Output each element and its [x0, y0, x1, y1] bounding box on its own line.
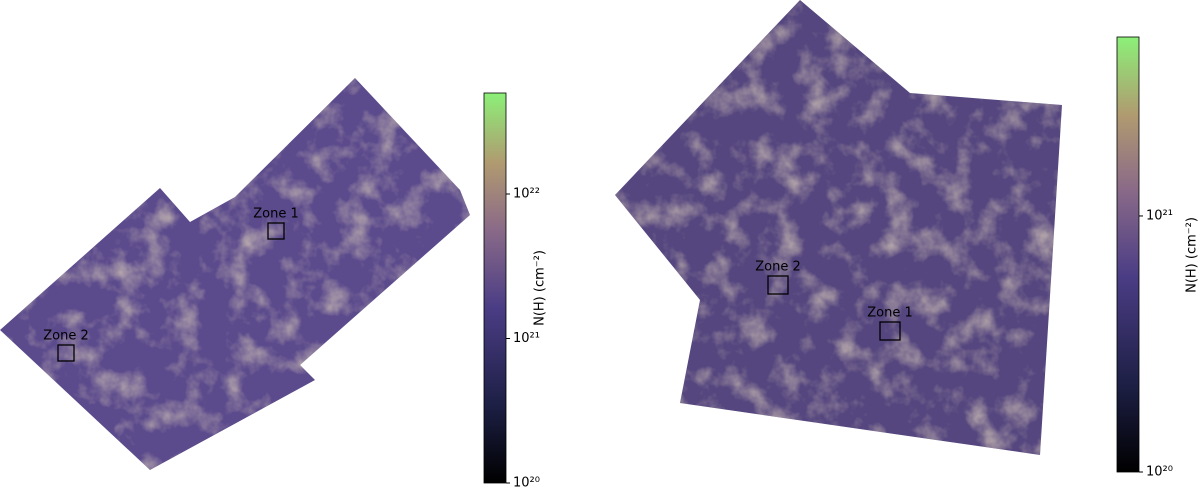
colorbar-label: N(H) (cm⁻²) [533, 250, 548, 326]
map-left [0, 78, 470, 470]
zone-box [767, 275, 789, 295]
colorbar-label: N(H) (cm⁻²) [1185, 217, 1200, 293]
colorbar-tick-label: 10²⁰ [1146, 465, 1173, 480]
zone-label: Zone 2 [43, 329, 89, 344]
colorbar [483, 92, 507, 484]
zone-label: Zone 2 [755, 260, 801, 275]
map-right [615, 0, 1062, 455]
zone-box [879, 321, 901, 341]
zone-box [267, 222, 285, 240]
zone-box [57, 344, 75, 362]
zone-label: Zone 1 [867, 306, 913, 321]
colorbar-tick-label: 10²¹ [1146, 208, 1173, 223]
colorbar-tick-label: 10²¹ [513, 331, 540, 346]
overlays: Zone 1 Zone 2 10²⁰ 10²¹ 10²² N(H) (cm⁻²) Zone … [43, 36, 1200, 488]
colorbar-tick-label: 10²⁰ [513, 476, 540, 488]
zone-label: Zone 1 [253, 207, 299, 222]
colorbar-tick-label: 10²² [513, 187, 540, 202]
colorbar [1116, 36, 1140, 473]
